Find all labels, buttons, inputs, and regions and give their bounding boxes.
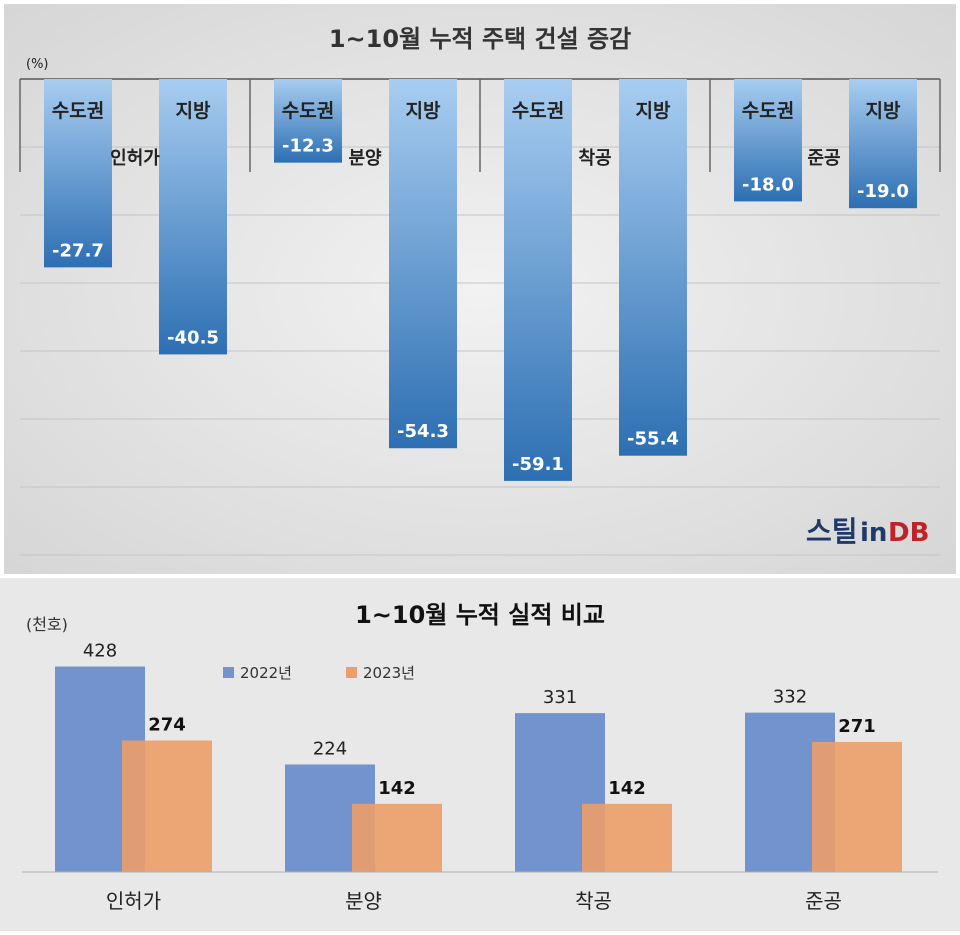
bar-착공-지방 [619,79,687,456]
change-rate-chart-svg: 1~10월 누적 주택 건설 증감 (%) 수도권 -27.7 지방 -40.5 인허가… [4,4,956,574]
legend-label-2023: 2023년 [363,664,415,682]
value-label-2023: 271 [838,716,876,737]
bar-인허가-수도권 [44,79,112,268]
bar-series-label: 수도권 [742,100,794,122]
chart-title: 1~10월 누적 주택 건설 증감 [329,25,631,53]
bar-준공-수도권 [734,79,802,202]
bar-value-label: -54.3 [397,421,449,442]
bar-series-label: 수도권 [282,100,334,122]
bar-series-label: 수도권 [512,100,564,122]
bar-series-label: 지방 [406,100,441,122]
bar-value-label: -59.1 [512,454,564,475]
change-rate-chart: 1~10월 누적 주택 건설 증감 (%) 수도권 -27.7 지방 -40.5 인허가… [4,4,956,574]
bars [55,666,902,872]
category-label: 준공 [805,889,842,913]
bar-인허가-지방 [159,79,227,355]
bar-2023-준공 [812,741,902,872]
unit-label: (천호) [26,615,68,634]
bar-분양-지방 [389,79,457,449]
value-label-2022: 428 [83,641,117,662]
value-label-2023: 142 [378,778,416,799]
logo-text-part3: DB [888,518,929,548]
value-label-2022: 224 [313,738,347,759]
legend-swatch-2022 [223,667,234,678]
logo-text-part1: 스틸 [806,515,858,548]
bar-series-label: 지방 [176,100,211,122]
logo-text-part2: in [860,518,887,548]
value-label-2023: 274 [148,714,186,735]
legend-label-2022: 2022년 [240,664,292,682]
bar-준공-지방 [849,79,917,209]
group-label: 분양 [348,148,382,169]
bar-분양-수도권 [274,79,342,163]
bar-value-label: -40.5 [167,327,219,348]
bar-series-label: 수도권 [52,100,104,122]
value-label-2023: 142 [608,778,646,799]
bar-2023-인허가 [122,740,212,872]
bar-value-label: -27.7 [52,240,104,261]
category-label: 분양 [345,889,382,913]
group-label: 착공 [578,148,611,169]
performance-comparison-chart-svg: 1~10월 누적 실적 비교 (천호) 2022년 2023년 428 274 인허… [0,578,960,931]
category-label: 인허가 [106,889,161,913]
bar-value-label: -55.4 [627,429,679,450]
bar-series-label: 지방 [866,100,901,122]
bar-착공-수도권 [504,79,572,481]
group-label: 준공 [807,148,840,169]
unit-label: (%) [26,57,49,72]
legend: 2022년 2023년 [223,664,415,682]
legend-swatch-2023 [346,667,357,678]
bars [44,79,917,481]
labels: 수도권 -27.7 지방 -40.5 인허가 수도권 -12.3 지방 -54.3 분양 수도권 -5… [52,100,909,475]
labels: 428 274 인허가 224 142 분양 331 142 착공 332 271 준공 [83,641,876,913]
chart-title: 1~10월 누적 실적 비교 [355,601,605,629]
value-label-2022: 331 [543,687,577,708]
bar-value-label: -18.0 [742,174,794,195]
bar-2023-착공 [582,803,672,872]
bar-value-label: -19.0 [857,181,909,202]
bar-series-label: 지방 [636,100,671,122]
performance-comparison-chart: 1~10월 누적 실적 비교 (천호) 2022년 2023년 428 274 인허… [0,578,960,931]
category-label: 착공 [575,889,612,913]
group-label: 인허가 [110,148,160,169]
bar-2023-분양 [352,803,442,872]
bar-value-label: -12.3 [282,136,334,157]
logo: 스틸 in DB [806,515,929,548]
value-label-2022: 332 [773,687,807,708]
